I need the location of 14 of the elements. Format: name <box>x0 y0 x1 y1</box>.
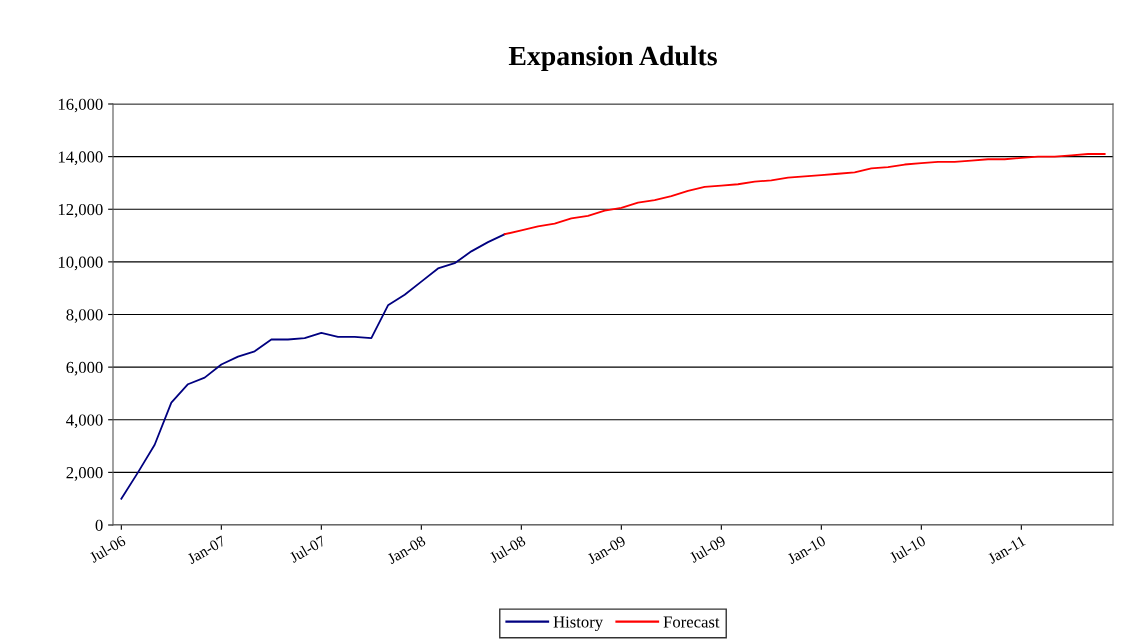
y-tick-label: 16,000 <box>58 98 103 113</box>
line-series <box>503 153 1106 236</box>
y-tick-label: 10,000 <box>58 256 103 271</box>
y-tick-label: 14,000 <box>58 151 103 165</box>
y-tick-label: 2,000 <box>66 467 103 481</box>
chart-title: Expansion Adults <box>508 45 717 72</box>
y-tick-label: 0 <box>95 519 103 531</box>
y-tick-label: 12,000 <box>58 203 103 218</box>
y-tick-label: 6,000 <box>66 361 103 376</box>
legend-label: History <box>553 616 604 632</box>
y-tick-label: 4,000 <box>66 414 103 429</box>
legend-label: Forecast <box>663 616 720 628</box>
y-tick-label: 8,000 <box>66 309 103 323</box>
line-series <box>120 233 506 500</box>
